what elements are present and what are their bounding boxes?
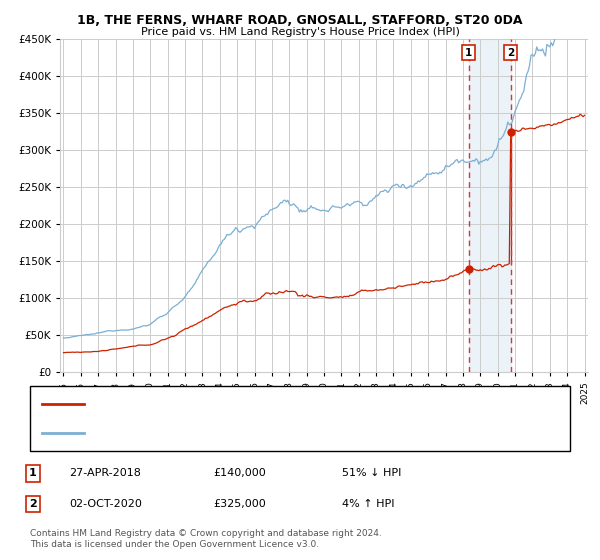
Text: 02-OCT-2020: 02-OCT-2020 xyxy=(69,499,142,509)
Text: 27-APR-2018: 27-APR-2018 xyxy=(69,468,141,478)
Text: £140,000: £140,000 xyxy=(213,468,266,478)
Text: HPI: Average price, detached house, Stafford: HPI: Average price, detached house, Staf… xyxy=(93,428,328,438)
Text: 1B, THE FERNS, WHARF ROAD, GNOSALL, STAFFORD, ST20 0DA (detached house): 1B, THE FERNS, WHARF ROAD, GNOSALL, STAF… xyxy=(93,399,519,409)
Text: 1B, THE FERNS, WHARF ROAD, GNOSALL, STAFFORD, ST20 0DA: 1B, THE FERNS, WHARF ROAD, GNOSALL, STAF… xyxy=(77,14,523,27)
Text: Price paid vs. HM Land Registry's House Price Index (HPI): Price paid vs. HM Land Registry's House … xyxy=(140,27,460,37)
Text: 1: 1 xyxy=(29,468,37,478)
Bar xyxy=(469,39,511,372)
Text: 51% ↓ HPI: 51% ↓ HPI xyxy=(342,468,401,478)
Text: 2: 2 xyxy=(507,48,514,58)
Text: Contains HM Land Registry data © Crown copyright and database right 2024.
This d: Contains HM Land Registry data © Crown c… xyxy=(30,529,382,549)
Text: 2: 2 xyxy=(29,499,37,509)
Text: 1: 1 xyxy=(465,48,472,58)
Text: £325,000: £325,000 xyxy=(213,499,266,509)
Text: 4% ↑ HPI: 4% ↑ HPI xyxy=(342,499,395,509)
